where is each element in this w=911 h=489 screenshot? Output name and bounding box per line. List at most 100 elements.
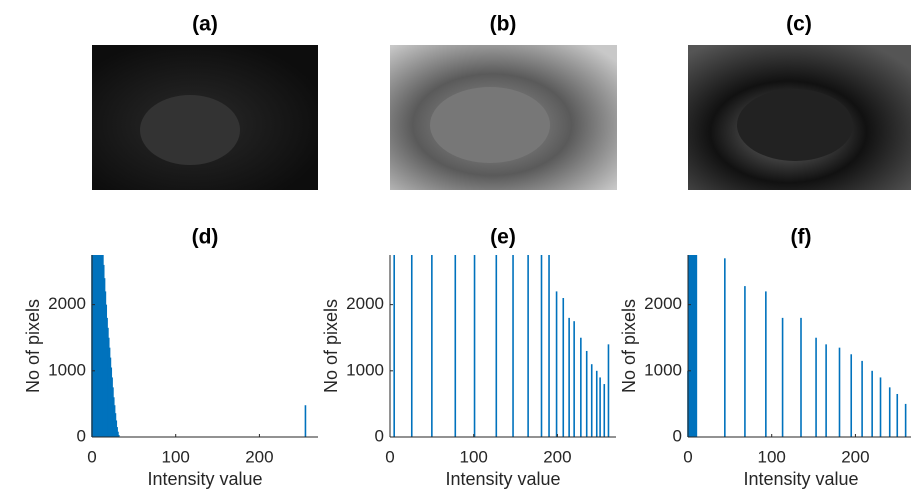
bar — [512, 255, 514, 437]
bar — [568, 317, 570, 437]
bar — [112, 397, 115, 437]
x-tick-label: 0 — [385, 447, 394, 466]
bar — [100, 255, 103, 437]
bar — [888, 387, 891, 437]
x-tick-label: 100 — [162, 447, 190, 466]
bar — [97, 255, 99, 437]
y-axis-label: No of pixels — [321, 299, 341, 393]
y-axis-label: No of pixels — [619, 299, 639, 393]
bar — [110, 367, 113, 437]
bar — [92, 255, 94, 437]
bar — [94, 255, 97, 437]
bar — [825, 344, 827, 437]
bar — [304, 405, 307, 437]
bar — [103, 278, 106, 437]
bar — [781, 317, 784, 437]
bar — [106, 317, 108, 437]
bar — [580, 337, 582, 437]
bar — [95, 255, 97, 437]
bar — [117, 435, 120, 437]
bar — [871, 370, 873, 437]
bar — [112, 387, 114, 437]
image-title: (b) — [490, 13, 517, 36]
bar — [850, 354, 853, 437]
bar — [109, 357, 112, 437]
x-axis-label: Intensity value — [743, 469, 858, 489]
bar — [116, 427, 118, 437]
x-axis-label: Intensity value — [445, 469, 560, 489]
bar — [555, 291, 558, 437]
bar — [540, 255, 543, 437]
x-tick-label: 200 — [841, 447, 869, 466]
x-tick-label: 0 — [683, 447, 692, 466]
bar — [800, 317, 802, 437]
bar — [107, 337, 110, 437]
y-tick-label: 1000 — [48, 360, 86, 379]
bar — [527, 255, 529, 437]
bar — [104, 291, 107, 437]
y-tick-label: 0 — [77, 426, 86, 445]
y-tick-label: 2000 — [644, 294, 682, 313]
image-title: (a) — [192, 13, 218, 36]
bar — [97, 255, 100, 437]
bar — [695, 255, 698, 437]
y-axis-label: No of pixels — [23, 299, 43, 393]
x-tick-label: 100 — [758, 447, 786, 466]
y-tick-label: 2000 — [48, 294, 86, 313]
bar — [431, 255, 433, 437]
bar — [688, 255, 690, 437]
image-a-subject — [140, 95, 240, 165]
bar — [454, 255, 457, 437]
y-tick-label: 1000 — [346, 360, 384, 379]
bar — [117, 431, 119, 437]
x-axis-label: Intensity value — [147, 469, 262, 489]
bar — [896, 393, 899, 437]
chart-title: (e) — [490, 226, 516, 249]
y-tick-label: 0 — [673, 426, 682, 445]
bar — [573, 321, 575, 437]
bar — [111, 377, 113, 437]
y-tick-label: 0 — [375, 426, 384, 445]
bar — [96, 255, 98, 437]
bar — [114, 413, 117, 437]
bar — [815, 337, 817, 437]
bar — [102, 264, 105, 437]
bar — [904, 403, 907, 437]
bar — [495, 255, 498, 437]
bar — [101, 255, 103, 437]
bar — [724, 258, 726, 437]
bar — [473, 255, 476, 437]
bar — [99, 255, 102, 437]
bar — [590, 364, 593, 437]
bar — [861, 360, 863, 437]
bar — [108, 347, 111, 437]
bar — [607, 344, 610, 437]
bar — [838, 347, 841, 437]
chart-title: (d) — [192, 226, 219, 249]
bar — [585, 350, 588, 437]
bar — [102, 255, 104, 437]
bar — [105, 304, 108, 437]
bar — [691, 255, 693, 437]
bar — [562, 298, 565, 437]
bar — [693, 255, 696, 437]
x-tick-label: 200 — [245, 447, 273, 466]
bar — [393, 255, 395, 437]
bar — [107, 327, 109, 437]
bar — [694, 255, 697, 437]
image-title: (c) — [786, 13, 812, 36]
bar — [93, 255, 96, 437]
bar — [113, 405, 116, 437]
x-tick-label: 100 — [460, 447, 488, 466]
x-tick-label: 0 — [87, 447, 96, 466]
image-b-subject — [430, 87, 550, 163]
bar — [693, 255, 695, 437]
bar — [410, 255, 413, 437]
bar — [689, 255, 692, 437]
bar — [115, 420, 118, 437]
bar — [548, 255, 550, 437]
bar — [765, 291, 767, 437]
bar — [603, 384, 606, 437]
bar — [690, 255, 693, 437]
